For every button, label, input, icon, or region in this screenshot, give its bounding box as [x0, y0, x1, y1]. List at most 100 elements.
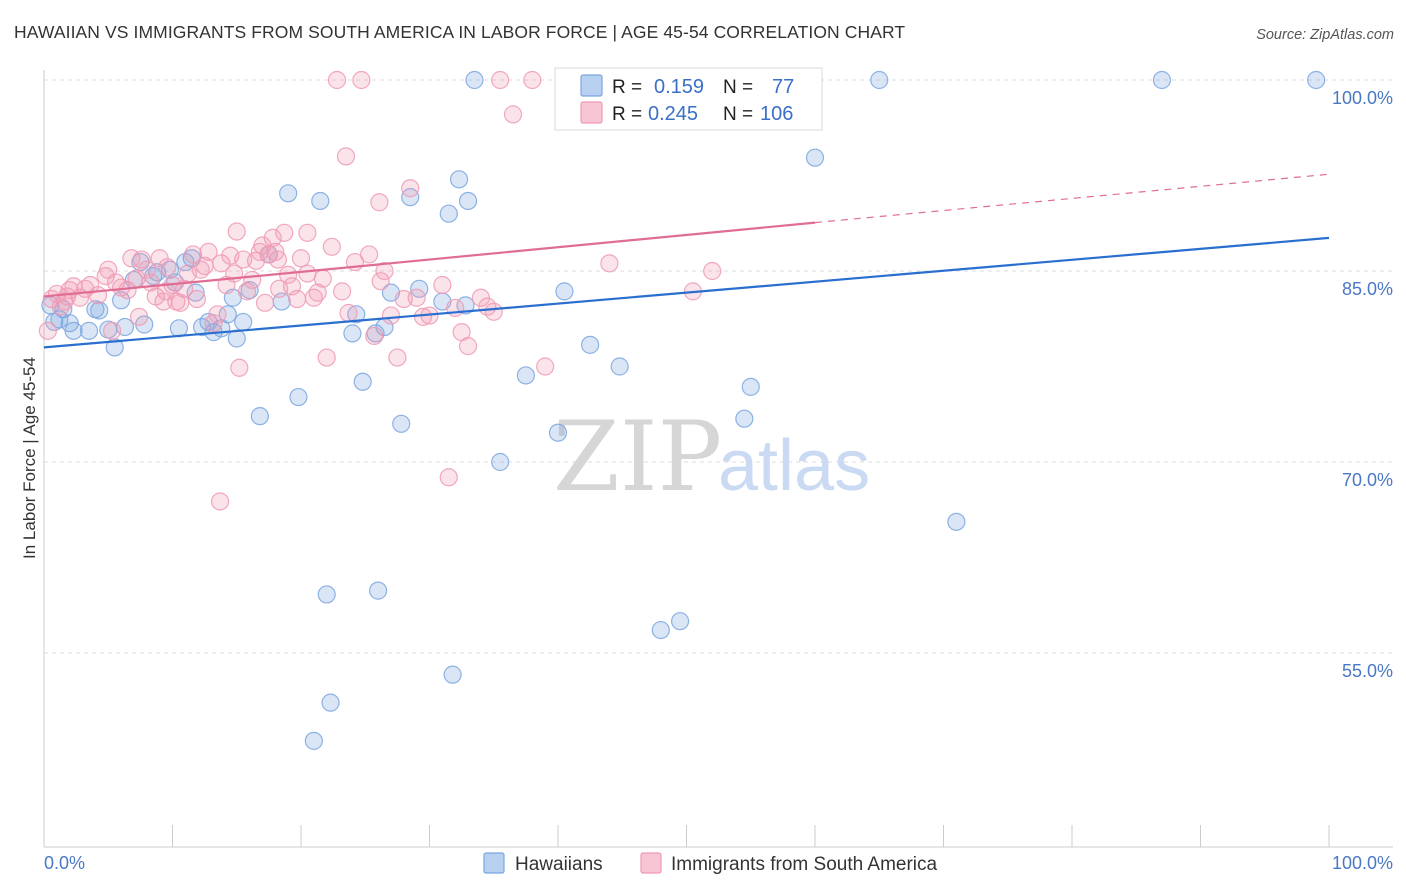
immigrants-point-105: [371, 272, 390, 291]
immigrants-point-55: [275, 223, 294, 242]
y-axis-label: In Labor Force | Age 45-54: [20, 357, 39, 559]
hawaiians-point-74: [1152, 70, 1172, 90]
hawaiians-point-43: [347, 305, 366, 324]
hawaiians-point-69: [735, 409, 754, 428]
hawaiians-point-46: [369, 581, 388, 600]
immigrants-point-98: [298, 223, 317, 242]
immigrants-point-99: [210, 492, 230, 511]
immigrants-point-83: [439, 468, 458, 487]
immigrants-point-93: [536, 357, 555, 376]
immigrants-point-9: [88, 286, 108, 305]
immigrants-point-19: [132, 250, 151, 269]
immigrants-point-77: [394, 289, 413, 309]
immigrants-point-35: [199, 242, 218, 261]
immigrants-point-90: [491, 70, 510, 90]
immigrants-point-45: [237, 282, 257, 301]
immigrants-point-100: [336, 147, 356, 166]
hawaiians-point-59: [491, 452, 510, 472]
trend-lines: [43, 173, 1330, 349]
hawaiians-point-70: [741, 377, 760, 396]
immigrants-point-68: [339, 303, 358, 323]
hawaiians-point-61: [548, 423, 568, 442]
immigrants-point-46: [243, 270, 262, 290]
watermark: ZIP atlas: [553, 401, 870, 513]
y-tick-label-1: 70.0%: [1342, 470, 1393, 490]
hawaiians-point-23: [186, 283, 205, 302]
immigrants-point-58: [288, 289, 307, 309]
stats-legend-n-value-hawaiians: 77: [772, 76, 794, 98]
immigrants-point-59: [291, 249, 311, 268]
immigrants-point-12: [103, 321, 122, 340]
immigrants-point-70: [352, 70, 371, 90]
immigrants-point-63: [313, 269, 332, 288]
hawaiians-point-66: [651, 620, 670, 640]
trend-line-immigrants: [43, 221, 816, 298]
hawaiians-point-20: [169, 319, 189, 338]
y-tick-label-2: 85.0%: [1342, 279, 1393, 299]
immigrants-point-37: [208, 305, 227, 324]
trend-line-immigrants-extension: [814, 173, 1330, 224]
immigrants-point-72: [365, 326, 384, 346]
legend-swatch-immigrants: [640, 852, 662, 874]
hawaiians-point-34: [250, 407, 269, 426]
hawaiians-point-67: [670, 612, 690, 631]
immigrants-point-44: [234, 250, 253, 269]
immigrants-point-18: [129, 307, 149, 326]
immigrants-point-89: [484, 302, 503, 321]
immigrants-point-29: [174, 279, 194, 298]
hawaiians-point-8: [90, 301, 109, 320]
immigrants-point-60: [298, 264, 317, 283]
hawaiians-point-5: [64, 321, 83, 340]
hawaiians-point-42: [343, 324, 362, 343]
x-axis-ticks: [43, 825, 1330, 847]
hawaiians-point-60: [516, 366, 535, 385]
series-immigrants-points: [38, 70, 754, 511]
immigrants-point-0: [38, 321, 57, 340]
hawaiians-point-55: [449, 170, 469, 189]
hawaiians-point-53: [439, 204, 458, 223]
trend-line-hawaiians: [43, 236, 1330, 349]
immigrants-point-42: [227, 222, 246, 241]
chart-title: HAWAIIAN VS IMMIGRANTS FROM SOUTH AMERIC…: [14, 22, 905, 42]
hawaiians-point-39: [311, 191, 330, 211]
immigrants-point-36: [204, 314, 223, 333]
immigrants-point-31: [183, 245, 203, 264]
immigrants-point-102: [156, 282, 176, 301]
immigrants-point-66: [327, 70, 347, 90]
immigrants-point-103: [55, 292, 74, 311]
hawaiians-point-28: [218, 305, 237, 324]
immigrants-point-92: [523, 70, 542, 90]
immigrants-point-78: [401, 179, 420, 198]
immigrants-point-52: [263, 228, 282, 247]
hawaiians-point-62: [555, 282, 574, 301]
watermark-atlas: atlas: [718, 426, 870, 506]
stats-legend-swatch-hawaiians: [580, 74, 603, 97]
legend-swatch-hawaiians: [483, 852, 505, 874]
immigrants-point-101: [268, 250, 287, 269]
hawaiians-point-75: [1307, 70, 1326, 90]
immigrants-point-73: [370, 193, 389, 212]
legend-label-hawaiians: Hawaiians: [515, 854, 603, 875]
hawaiians-point-11: [111, 291, 131, 310]
hawaiians-point-31: [234, 312, 253, 332]
immigrants-point-86: [458, 337, 478, 356]
legend-label-immigrants: Immigrants from South America: [671, 854, 938, 875]
immigrants-point-50: [255, 293, 275, 312]
stats-legend-n-value-immigrants: 106: [760, 103, 793, 125]
immigrants-point-32: [187, 289, 207, 309]
immigrants-point-43: [230, 358, 249, 377]
hawaiians-point-49: [392, 414, 411, 433]
stats-legend-r-label-immigrants: R =: [612, 104, 642, 125]
hawaiians-point-38: [304, 731, 323, 750]
hawaiians-point-58: [465, 70, 484, 90]
hawaiians-point-54: [443, 665, 462, 684]
chart-source: Source: ZipAtlas.com: [1256, 27, 1394, 43]
y-tick-label-0: 55.0%: [1342, 661, 1393, 681]
hawaiians-point-63: [581, 335, 600, 354]
immigrants-point-94: [600, 254, 619, 273]
stats-legend-r-label-hawaiians: R =: [612, 77, 642, 98]
x-tick-label-max: 100.0%: [1332, 853, 1393, 873]
immigrants-point-87: [471, 288, 490, 307]
hawaiians-point-41: [321, 693, 340, 712]
